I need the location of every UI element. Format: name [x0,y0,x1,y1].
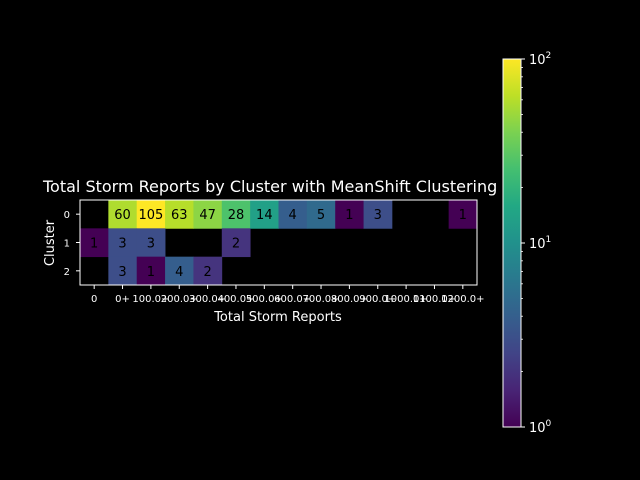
y-tick-label: 2 [64,267,70,278]
heatmap-cell [250,200,279,229]
cell-value-label: 105 [138,208,163,223]
heatmap-cell [193,256,223,286]
heatmap-cell [80,228,109,258]
cell-value-label: 3 [147,237,155,252]
cell-value-label: 3 [374,208,382,223]
y-tick-label: 0 [64,210,70,221]
heatmap-cell [136,228,166,258]
cell-value-label: 2 [203,265,211,280]
x-tick-label: 600.0+ [274,294,311,305]
heatmap-cell [193,200,223,229]
x-tick-label: 200.0+ [161,294,198,305]
heatmap-cell [108,256,138,286]
cell-value-label: 1 [459,208,467,223]
cell-value-label: 3 [118,237,126,252]
x-tick-label: 1200.0+ [441,294,484,305]
cell-value-label: 3 [118,265,126,280]
heatmap-axes: 0 0+ 100.0+200.0+300.0+400.0+500.0+600.0+7… [64,199,485,305]
y-axis-label: Cluster [43,219,58,266]
heatmap-cell [221,200,251,229]
heatmap-cells: 60 105 63 47 28 14 4 5 1 3 11 3 3 23 1 4 2 [80,200,478,286]
colorbar-tick-label: 102 [529,51,551,68]
x-tick-label: 700.0+ [303,294,340,305]
cell-value-label: 1 [90,237,98,252]
chart-title: Total Storm Reports by Cluster with Mean… [42,177,497,196]
colorbar-tick-label: 101 [529,235,551,252]
colorbar: 100 101 102 [502,51,552,436]
x-tick-label: 0 [91,294,97,305]
heatmap-cell [278,200,308,229]
x-axis-label: Total Storm Reports [213,310,342,325]
cell-value-label: 63 [171,208,188,223]
cell-value-label: 2 [232,237,240,252]
heatmap-cell [306,200,336,229]
heatmap-cell [136,200,166,229]
cell-value-label: 28 [228,208,245,223]
x-tick-label: 800.0+ [331,294,368,305]
colorbar-tick-label: 100 [529,419,552,436]
cell-value-label: 47 [199,208,216,223]
heatmap-cell [108,228,138,258]
x-tick-label: 400.0+ [217,294,254,305]
cell-value-label: 60 [114,208,131,223]
cell-value-label: 1 [147,265,155,280]
x-tick-label: 100.0+ [132,294,169,305]
cell-value-label: 5 [317,208,325,223]
cell-value-label: 14 [256,208,273,223]
cell-value-label: 1 [345,208,353,223]
x-tick-label: 0+ [115,294,130,305]
heatmap-cell [165,200,194,229]
heatmap-cell [363,200,393,229]
x-tick-label: 1000.0+ [384,294,427,305]
cell-value-label: 4 [289,208,297,223]
colorbar-gradient [502,58,522,428]
heatmap-cell [165,256,194,286]
x-tick-label: 500.0+ [246,294,283,305]
cell-value-label: 4 [175,265,183,280]
y-tick-label: 1 [64,239,70,250]
heatmap-cell [335,200,364,229]
heatmap-cell [136,256,166,286]
heatmap-cell [221,228,251,258]
x-tick-label: 900.0+ [359,294,396,305]
x-tick-label: 300.0+ [189,294,226,305]
heatmap-cell [448,200,478,229]
x-tick-label: 1100.0+ [413,294,456,305]
heatmap-cell [108,200,138,229]
